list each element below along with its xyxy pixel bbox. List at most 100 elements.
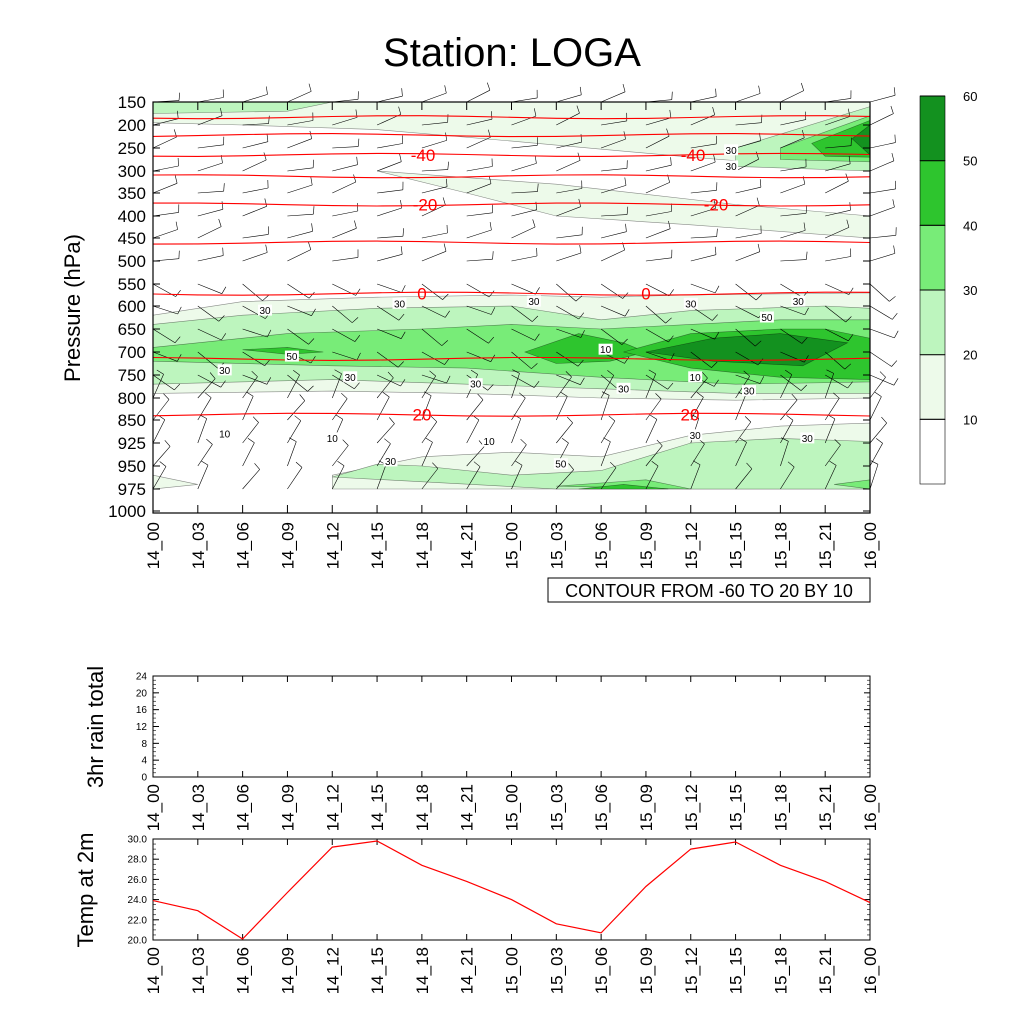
wind-barb bbox=[152, 229, 178, 239]
pressure-tick-label: 400 bbox=[118, 207, 146, 226]
wind-barb bbox=[466, 89, 491, 103]
time-tick-label: 15_00 bbox=[503, 522, 522, 569]
wind-barb-feather bbox=[473, 461, 481, 467]
y-tick-label: 30.0 bbox=[128, 835, 148, 846]
wind-barb bbox=[780, 183, 805, 194]
wind-barb-feather bbox=[806, 251, 808, 260]
wind-barb-feather bbox=[443, 243, 447, 252]
shading-region-18 bbox=[578, 484, 669, 490]
wind-barb bbox=[466, 118, 493, 126]
shading-region-10 bbox=[242, 347, 324, 355]
wind-barb bbox=[511, 351, 532, 369]
wind-barb bbox=[511, 255, 538, 262]
wind-barb bbox=[376, 305, 400, 321]
contour-info-box: CONTOUR FROM -60 TO 20 BY 10 bbox=[547, 577, 871, 603]
wind-barb-feather bbox=[513, 414, 521, 419]
wind-barb bbox=[466, 283, 490, 298]
wind-barb-feather bbox=[713, 379, 719, 387]
wind-barb bbox=[287, 249, 311, 262]
wind-barb bbox=[735, 468, 753, 490]
wind-barb-feather bbox=[488, 336, 495, 344]
wind-barb-feather bbox=[739, 437, 747, 443]
wind-barb-feather bbox=[204, 392, 212, 398]
wind-barb bbox=[287, 374, 308, 392]
wind-barb bbox=[466, 166, 493, 172]
y-tick-label: 20.0 bbox=[128, 936, 148, 947]
time-tick-label: 15_21 bbox=[816, 522, 835, 569]
wind-barb bbox=[197, 378, 216, 399]
wind-barb bbox=[376, 443, 391, 467]
y-tick-label: 24.0 bbox=[128, 895, 148, 906]
x-tick-label: 15_09 bbox=[637, 947, 656, 994]
contour-label-bg bbox=[217, 427, 232, 439]
wind-barb bbox=[466, 258, 493, 262]
wind-barb-feather bbox=[668, 220, 671, 229]
wind-barb-feather bbox=[309, 130, 312, 139]
wind-barb-feather bbox=[341, 392, 348, 399]
wind-barb bbox=[735, 233, 762, 239]
wind-barb-feather bbox=[175, 221, 178, 230]
temperature-contour-line-2 bbox=[152, 174, 871, 179]
time-tick-label: 14_09 bbox=[278, 522, 297, 569]
wind-barb-feather bbox=[701, 371, 708, 379]
rain-plot: 14_00 14_03 14_06 14_09 14_12 14_15 14_18 14_21… bbox=[83, 666, 880, 831]
wind-barb-feather bbox=[398, 313, 405, 321]
wind-barb bbox=[421, 395, 432, 421]
wind-barb-feather bbox=[580, 330, 585, 338]
wind-barb bbox=[780, 420, 794, 444]
x-tick-label: 15_21 bbox=[816, 947, 835, 994]
wind-barb-feather bbox=[804, 355, 809, 363]
pressure-tick-label: 350 bbox=[118, 184, 146, 203]
wind-barb-feather bbox=[759, 376, 765, 384]
wind-barb-feather bbox=[399, 153, 402, 162]
wind-barb bbox=[242, 187, 269, 194]
wind-barb bbox=[690, 161, 716, 172]
x-tick-label: 16_00 bbox=[861, 947, 880, 994]
wind-barb bbox=[421, 186, 448, 194]
wind-barb bbox=[511, 328, 536, 341]
wind-barb bbox=[780, 328, 803, 344]
wind-barb-feather bbox=[711, 361, 718, 368]
wind-barb-feather bbox=[656, 439, 663, 447]
wind-barb bbox=[645, 283, 670, 297]
time-axis: 14_00 14_03 14_06 14_09 14_12 14_15 14_18 14_21… bbox=[144, 102, 880, 569]
wind-barb bbox=[287, 167, 314, 172]
wind-barb bbox=[287, 420, 302, 444]
wind-barb-feather bbox=[512, 369, 520, 374]
wind-barb bbox=[645, 117, 671, 126]
colorbar-label: 60 bbox=[963, 89, 977, 104]
temperature-contour-label: -40 bbox=[681, 146, 706, 165]
wind-barb bbox=[287, 213, 314, 217]
wind-barb-feather bbox=[537, 183, 539, 192]
temperature-plot: 14_00 14_03 14_06 14_09 14_12 14_15 14_18 14_21… bbox=[73, 833, 880, 995]
time-tick-label: 14_03 bbox=[189, 522, 208, 569]
wind-barb-feather bbox=[488, 290, 495, 298]
wind-barb-feather bbox=[515, 460, 523, 466]
wind-barb bbox=[645, 135, 670, 149]
wind-barb-feather bbox=[299, 394, 306, 401]
contour-label-bg bbox=[724, 144, 739, 156]
wind-barb-feather bbox=[791, 393, 798, 401]
pressure-tick-label: 925 bbox=[118, 434, 146, 453]
wind-barb bbox=[869, 235, 896, 239]
wind-barb-feather bbox=[891, 153, 895, 161]
wind-barb-feather bbox=[223, 183, 225, 192]
wind-barb-feather bbox=[670, 157, 672, 166]
wind-barb-feather bbox=[262, 295, 269, 301]
wind-barb-feather bbox=[401, 88, 403, 97]
wind-barb-feather bbox=[308, 338, 315, 345]
wind-barb bbox=[197, 397, 212, 421]
wind-barb-feather bbox=[759, 179, 762, 188]
contour-label: 30 bbox=[802, 434, 814, 445]
rain-y-axis-title: 3hr rain total bbox=[83, 666, 108, 788]
wind-barb bbox=[376, 464, 387, 490]
wind-barb bbox=[421, 140, 447, 149]
colorbar-swatch bbox=[919, 160, 946, 226]
pressure-axis: 1502002503003504004505005506006507007508… bbox=[108, 93, 870, 521]
wind-barb-feather bbox=[893, 87, 896, 96]
contour-label: 30 bbox=[743, 387, 755, 398]
wind-barb-feather bbox=[444, 310, 450, 318]
wind-barb bbox=[600, 91, 626, 103]
wind-barb-feather bbox=[491, 111, 493, 120]
pressure-tick-label: 975 bbox=[118, 480, 146, 499]
